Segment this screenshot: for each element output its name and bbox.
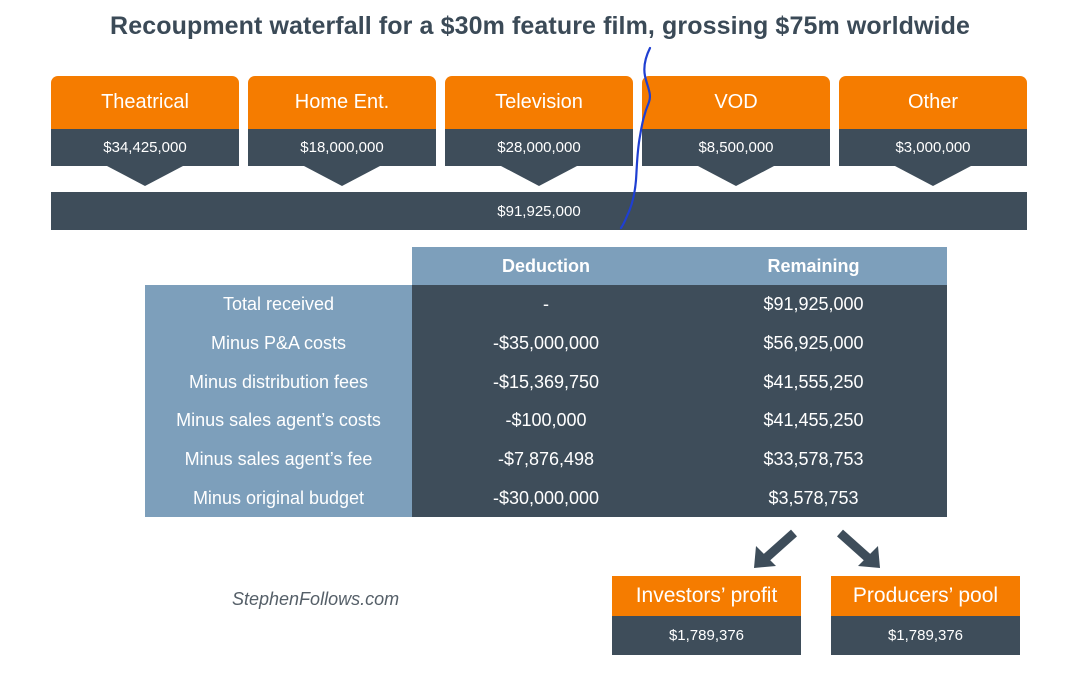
revenue-column-vod: VOD $8,500,000 xyxy=(642,76,830,166)
row-deduction: -$15,369,750 xyxy=(492,372,600,392)
down-arrow-icon xyxy=(895,166,971,186)
arrow-down-left-icon xyxy=(754,529,797,568)
revenue-column-other: Other $3,000,000 xyxy=(839,76,1027,166)
revenue-label: Television xyxy=(445,76,633,129)
header-deduction: Deduction xyxy=(502,256,590,276)
revenue-column-television: Television $28,000,000 xyxy=(445,76,633,166)
revenue-column-theatrical: Theatrical $34,425,000 xyxy=(51,76,239,166)
revenue-value: $18,000,000 xyxy=(248,129,436,166)
label-column xyxy=(145,285,412,517)
total-received-bar: $91,925,000 xyxy=(51,192,1027,230)
row-remaining: $33,578,753 xyxy=(763,449,864,469)
revenue-value: $8,500,000 xyxy=(642,129,830,166)
table-row: Minus original budget -$30,000,000 $3,57… xyxy=(145,479,947,518)
output-producers-pool: Producers’ pool $1,789,376 xyxy=(831,576,1020,655)
row-deduction: -$7,876,498 xyxy=(497,449,595,469)
revenue-value: $3,000,000 xyxy=(839,129,1027,166)
row-label: Minus sales agent’s costs xyxy=(176,410,381,430)
row-remaining: $41,555,250 xyxy=(763,372,864,392)
header-remaining: Remaining xyxy=(767,256,860,276)
table-row: Minus sales agent’s costs -$100,000 $41,… xyxy=(145,401,947,440)
table-row: Minus sales agent’s fee -$7,876,498 $33,… xyxy=(145,440,947,479)
row-remaining: $41,455,250 xyxy=(763,410,864,430)
revenue-label: VOD xyxy=(642,76,830,129)
source-credit: StephenFollows.com xyxy=(232,589,400,609)
revenue-value: $34,425,000 xyxy=(51,129,239,166)
diagram-title: Recoupment waterfall for a $30m feature … xyxy=(110,12,970,40)
down-arrow-icon xyxy=(501,166,577,186)
row-deduction: -$35,000,000 xyxy=(492,333,600,353)
row-deduction: -$30,000,000 xyxy=(492,488,600,508)
down-arrow-icon xyxy=(107,166,183,186)
table-row: Minus P&A costs -$35,000,000 $56,925,000 xyxy=(145,324,947,363)
waterfall-table: Total received - $91,925,000 Minus P&A c… xyxy=(145,285,947,517)
revenue-value: $28,000,000 xyxy=(445,129,633,166)
data-column xyxy=(412,285,947,517)
arrow-down-right-icon xyxy=(837,529,880,568)
revenue-label: Home Ent. xyxy=(248,76,436,129)
down-arrow-icon xyxy=(304,166,380,186)
row-remaining: $91,925,000 xyxy=(763,294,864,314)
row-label: Total received xyxy=(222,294,335,314)
revenue-label: Theatrical xyxy=(51,76,239,129)
output-label: Producers’ pool xyxy=(831,576,1020,616)
row-label: Minus original budget xyxy=(192,488,365,508)
table-header: Deduction Remaining xyxy=(412,247,947,285)
row-label: Minus P&A costs xyxy=(210,333,347,353)
output-label: Investors’ profit xyxy=(612,576,801,616)
row-remaining: $3,578,753 xyxy=(768,488,859,508)
revenue-column-home-ent: Home Ent. $18,000,000 xyxy=(248,76,436,166)
row-deduction: -$100,000 xyxy=(505,410,587,430)
table-row: Total received - $91,925,000 xyxy=(145,285,947,324)
total-value: $91,925,000 xyxy=(497,202,581,220)
output-investors-profit: Investors’ profit $1,789,376 xyxy=(612,576,801,655)
row-label: Minus distribution fees xyxy=(188,372,369,392)
output-value: $1,789,376 xyxy=(612,616,801,655)
row-label: Minus sales agent’s fee xyxy=(184,449,373,469)
row-deduction: - xyxy=(543,294,549,314)
output-value: $1,789,376 xyxy=(831,616,1020,655)
down-arrow-icon xyxy=(698,166,774,186)
row-remaining: $56,925,000 xyxy=(763,333,864,353)
table-row: Minus distribution fees -$15,369,750 $41… xyxy=(145,363,947,402)
revenue-label: Other xyxy=(839,76,1027,129)
